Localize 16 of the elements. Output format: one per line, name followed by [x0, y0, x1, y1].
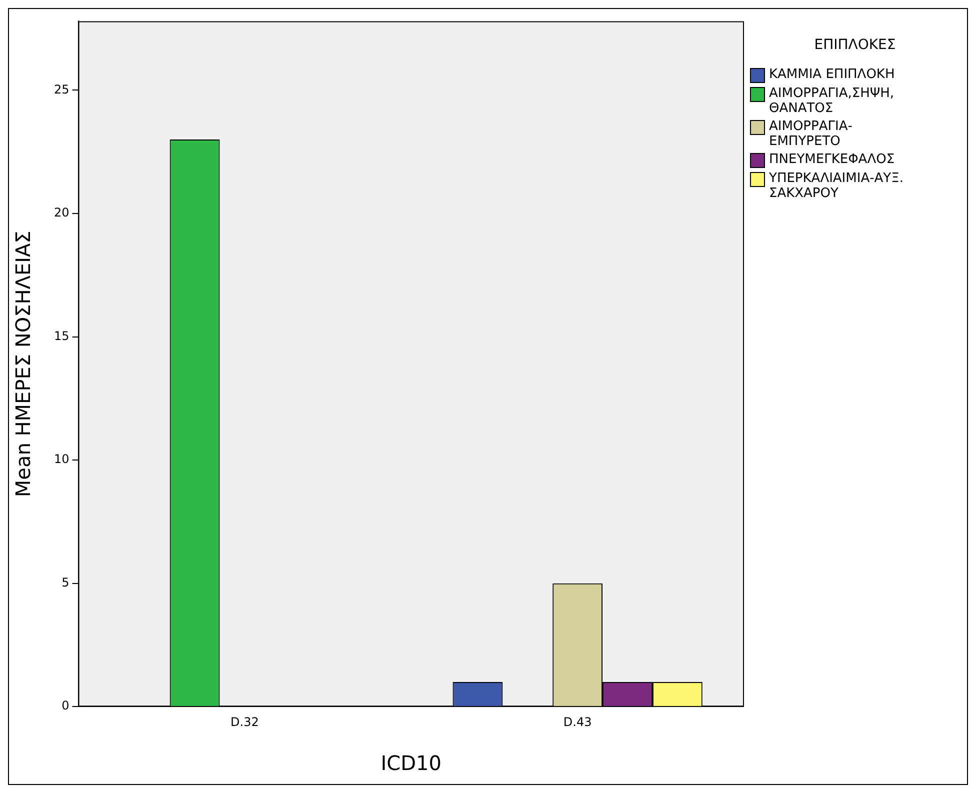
y-tick-label: 15 [54, 328, 70, 343]
x-tick-label: D.32 [230, 714, 259, 729]
y-tick-label: 10 [54, 452, 70, 466]
legend-label: ΥΠΕΡΚΑΛΙΑΙΜΙΑ-ΑΥΞ. ΣΑΚΧΑΡΟΥ [769, 171, 904, 201]
legend-label: ΑΙΜΟΡΡΑΓΙΑ-ΕΜΠΥΡΕΤΟ [769, 119, 854, 149]
y-tick-label: 5 [62, 575, 70, 590]
x-tick-label: D.43 [563, 714, 592, 729]
legend-label: ΚΑΜΜΙΑ ΕΠΙΠΛΟΚΗ [769, 67, 895, 82]
legend-title: ΕΠΙΠΛΟΚΕΣ [813, 37, 897, 53]
legend-label: ΑΙΜΟΡΡΑΓΙΑ,ΣΗΨΗ, ΘΑΝΑΤΟΣ [769, 86, 895, 116]
y-tick-label: 20 [54, 206, 70, 220]
y-tick-label: 25 [54, 82, 70, 96]
y-tick-label: 0 [62, 698, 70, 713]
legend-label: ΠΝΕΥΜΕΓΚΕΦΑΛΟΣ [769, 152, 895, 167]
x-axis-title: ICD10 [380, 751, 442, 776]
y-axis-title: Mean ΗΜΕΡΕΣ ΝΟΣΗΛΕΙΑΣ [11, 230, 36, 498]
